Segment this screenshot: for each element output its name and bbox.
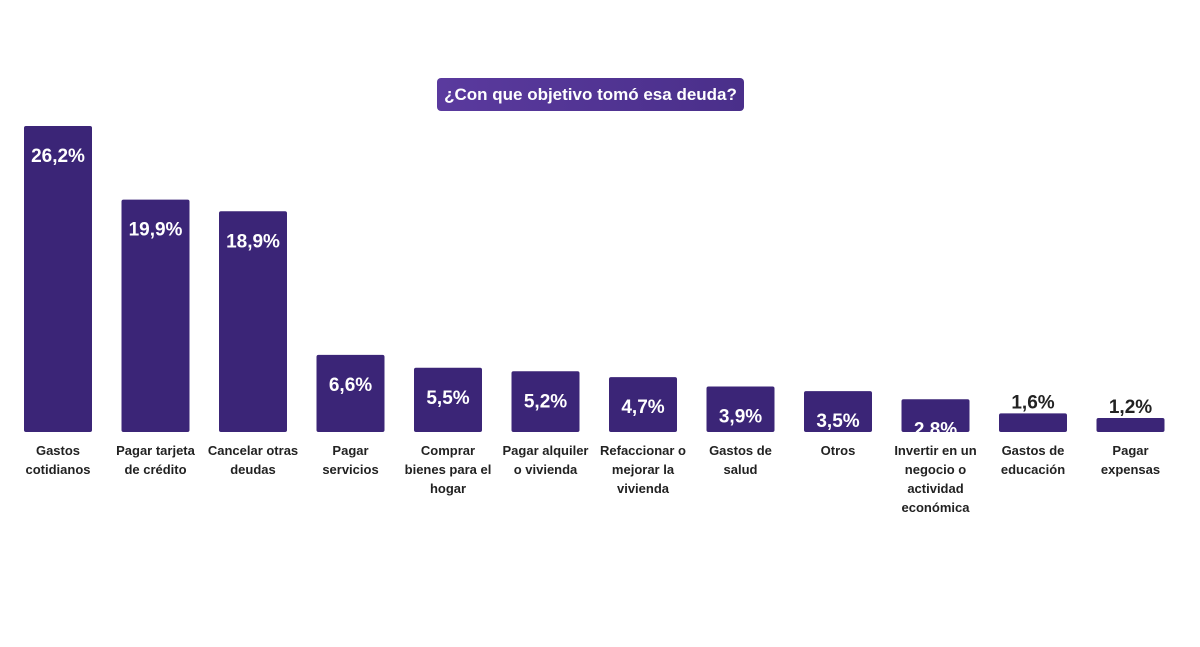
bar-5 xyxy=(414,367,482,432)
bar-6 xyxy=(511,371,580,432)
bar-12 xyxy=(1096,417,1165,432)
category-label-3: Cancelar otras deudas xyxy=(207,443,299,477)
category-label-10: Invertir en un negocio o actividad econó… xyxy=(894,443,977,515)
bar-2 xyxy=(121,199,190,432)
value-label-2: 19,9% xyxy=(129,220,183,241)
chart-title: ¿Con que objetivo tomó esa deuda? xyxy=(437,78,744,111)
category-label-7: Refaccionar o mejorar la vivienda xyxy=(600,443,686,496)
bar-1 xyxy=(24,126,92,432)
value-label-9: 3,5% xyxy=(816,411,859,432)
bar-3 xyxy=(219,211,287,432)
category-label-8: Gastos de salud xyxy=(709,443,772,477)
value-label-6: 5,2% xyxy=(524,391,567,412)
bar-8 xyxy=(706,386,775,432)
category-label-5: Comprar bienes para el hogar xyxy=(404,443,492,496)
category-label-4: Pagar servicios xyxy=(322,443,379,477)
value-label-7: 4,7% xyxy=(621,397,664,418)
value-label-3: 18,9% xyxy=(226,231,280,252)
bar-10 xyxy=(901,399,970,432)
category-label-6: Pagar alquiler o vivienda xyxy=(502,443,589,477)
value-label-10: 2,8% xyxy=(914,419,957,440)
bar-9 xyxy=(804,391,872,432)
category-label-1: Gastos cotidianos xyxy=(25,443,91,477)
category-label-12: Pagar expensas xyxy=(1100,443,1161,477)
value-label-4: 6,6% xyxy=(329,375,372,396)
value-label-11: 1,6% xyxy=(1011,392,1054,413)
category-label-9: Otros xyxy=(820,443,856,458)
category-label-2: Pagar tarjeta de crédito xyxy=(116,443,195,477)
bar-4 xyxy=(316,354,385,432)
value-label-12: 1,2% xyxy=(1109,397,1152,418)
value-label-8: 3,9% xyxy=(719,406,762,427)
bar-7 xyxy=(609,377,677,432)
value-label-5: 5,5% xyxy=(426,388,469,409)
value-label-1: 26,2% xyxy=(31,146,85,167)
bar-11 xyxy=(999,413,1067,432)
category-label-11: Gastos de educación xyxy=(1000,443,1066,477)
